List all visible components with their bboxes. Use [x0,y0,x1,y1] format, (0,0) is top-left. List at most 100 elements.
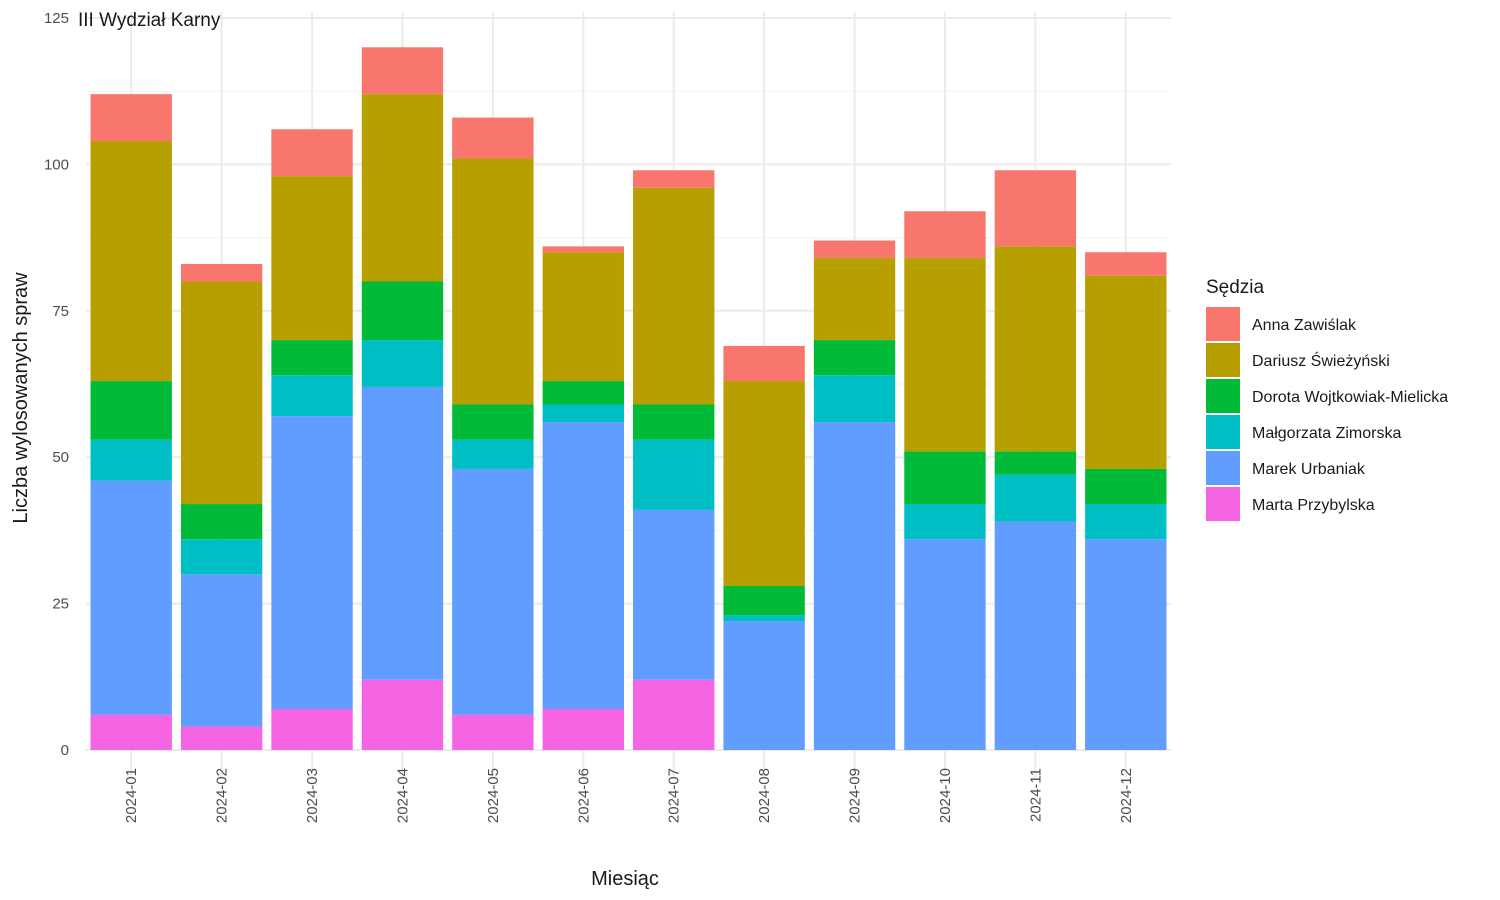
bar-2024-03-marta-przybylska [271,709,353,750]
bar-2024-08-marek-urbaniak [723,621,805,750]
bar-2024-01-anna-zawiślak [90,94,172,141]
bar-2024-01-marek-urbaniak [90,480,172,715]
bar-2024-07-marek-urbaniak [633,509,715,680]
bar-2024-02-marta-przybylska [180,726,263,750]
x-tick-label: 2024-05 [485,768,502,823]
bar-2024-02-anna-zawiślak [180,263,263,282]
bar-2024-03-małgorzata-zimorska [271,375,353,417]
bar-2024-11-marek-urbaniak [994,521,1077,750]
bar-2024-09-dariusz-świeżyński [813,258,896,341]
y-tick-label: 125 [44,10,69,27]
x-tick-label: 2024-07 [666,768,683,823]
y-axis-ticks: 0 25 50 75 100 125 [44,10,69,759]
legend-swatch [1206,451,1240,485]
bar-2024-02-małgorzata-zimorska [180,539,263,575]
bar-2024-05-marek-urbaniak [452,468,534,715]
bar-2024-03-dorota-wojtkowiak-mielicka [271,340,353,376]
x-tick-label: 2024-04 [394,768,411,823]
x-tick-label: 2024-03 [304,768,321,823]
y-axis-title: Liczba wylosowanych spraw [10,272,32,524]
bar-2024-03-anna-zawiślak [271,129,353,177]
bars [90,47,1167,750]
bar-2024-01-marta-przybylska [90,714,172,750]
bar-2024-07-marta-przybylska [633,679,715,750]
y-tick-label: 50 [52,449,69,466]
y-tick-label: 25 [52,596,69,613]
bar-2024-01-dorota-wojtkowiak-mielicka [90,381,172,440]
legend-label: Dariusz Świeżyński [1252,351,1390,370]
legend-label: Dorota Wojtkowiak-Mielicka [1252,389,1448,406]
bar-2024-07-dorota-wojtkowiak-mielicka [633,404,715,440]
legend-label: Małgorzata Zimorska [1252,425,1401,442]
bar-2024-06-dariusz-świeżyński [542,252,624,382]
x-tick-label: 2024-09 [847,768,864,823]
legend-label: Marta Przybylska [1252,497,1375,514]
bar-2024-04-marta-przybylska [361,679,444,750]
legend-swatch [1206,343,1240,377]
x-axis-ticks: 2024-01 2024-02 2024-03 2024-04 2024-05 2024-… [123,768,1135,823]
x-tick-label: 2024-01 [123,768,140,823]
x-tick-label: 2024-08 [756,768,773,823]
bar-2024-10-marek-urbaniak [904,539,986,750]
x-tick-label: 2024-02 [214,768,231,823]
bar-2024-01-dariusz-świeżyński [90,140,172,382]
bar-2024-06-anna-zawiślak [542,246,624,253]
bar-2024-09-marek-urbaniak [813,422,896,750]
legend-swatch [1206,487,1240,521]
bar-2024-07-anna-zawiślak [633,170,715,188]
bar-2024-06-dorota-wojtkowiak-mielicka [542,381,624,405]
bar-2024-09-małgorzata-zimorska [813,375,896,423]
bar-2024-05-dorota-wojtkowiak-mielicka [452,404,534,440]
bar-2024-05-małgorzata-zimorska [452,439,534,469]
bar-2024-10-małgorzata-zimorska [904,504,986,540]
bar-2024-08-małgorzata-zimorska [723,615,805,622]
x-axis-title: Miesiąc [591,868,659,890]
bar-2024-05-dariusz-świeżyński [452,158,534,405]
legend-title: Sędzia [1206,277,1265,298]
legend: Sędzia Anna Zawiślak Dariusz Świeżyński Do… [1206,277,1448,521]
chart-title: III Wydział Karny [78,10,221,31]
bar-2024-03-dariusz-świeżyński [271,176,353,341]
bar-2024-07-małgorzata-zimorska [633,439,715,510]
legend-swatch [1206,415,1240,449]
bar-2024-03-marek-urbaniak [271,416,353,710]
bar-2024-11-dariusz-świeżyński [994,246,1077,452]
legend-label: Marek Urbaniak [1252,461,1366,478]
y-tick-label: 75 [52,303,69,320]
bar-2024-11-dorota-wojtkowiak-mielicka [994,451,1077,475]
bar-2024-09-anna-zawiślak [813,240,896,259]
legend-items: Anna Zawiślak Dariusz Świeżyński Dorota Wo… [1206,307,1448,521]
x-tick-label: 2024-11 [1027,768,1044,822]
bar-2024-08-dorota-wojtkowiak-mielicka [723,586,805,616]
legend-label: Anna Zawiślak [1252,317,1357,334]
bar-2024-07-dariusz-świeżyński [633,187,715,405]
y-tick-label: 100 [44,156,69,173]
bar-2024-12-dorota-wojtkowiak-mielicka [1085,468,1167,505]
bar-2024-10-anna-zawiślak [904,211,986,259]
bar-2024-08-anna-zawiślak [723,345,805,382]
bar-2024-09-dorota-wojtkowiak-mielicka [813,340,896,376]
bar-2024-01-małgorzata-zimorska [90,439,172,481]
bar-2024-06-małgorzata-zimorska [542,404,624,423]
x-tick-label: 2024-06 [575,768,592,823]
bar-2024-12-dariusz-świeżyński [1085,275,1167,469]
x-tick-label: 2024-10 [937,768,954,823]
y-tick-label: 0 [61,742,69,759]
bar-2024-02-marek-urbaniak [180,574,263,727]
bar-2024-04-marek-urbaniak [361,386,444,680]
bar-2024-10-dariusz-świeżyński [904,258,986,452]
bar-2024-02-dorota-wojtkowiak-mielicka [180,504,263,540]
bar-2024-05-anna-zawiślak [452,117,534,159]
x-tick-label: 2024-12 [1118,768,1135,823]
bar-2024-12-małgorzata-zimorska [1085,504,1167,540]
bar-2024-04-małgorzata-zimorska [361,340,444,387]
bar-2024-04-dariusz-świeżyński [361,94,444,282]
bar-2024-08-dariusz-świeżyński [723,381,805,587]
bar-2024-04-anna-zawiślak [361,47,444,95]
legend-swatch [1206,379,1240,413]
bar-2024-04-dorota-wojtkowiak-mielicka [361,281,444,341]
bar-2024-02-dariusz-świeżyński [180,281,263,505]
bar-2024-12-anna-zawiślak [1085,252,1167,276]
bar-2024-11-małgorzata-zimorska [994,474,1077,522]
